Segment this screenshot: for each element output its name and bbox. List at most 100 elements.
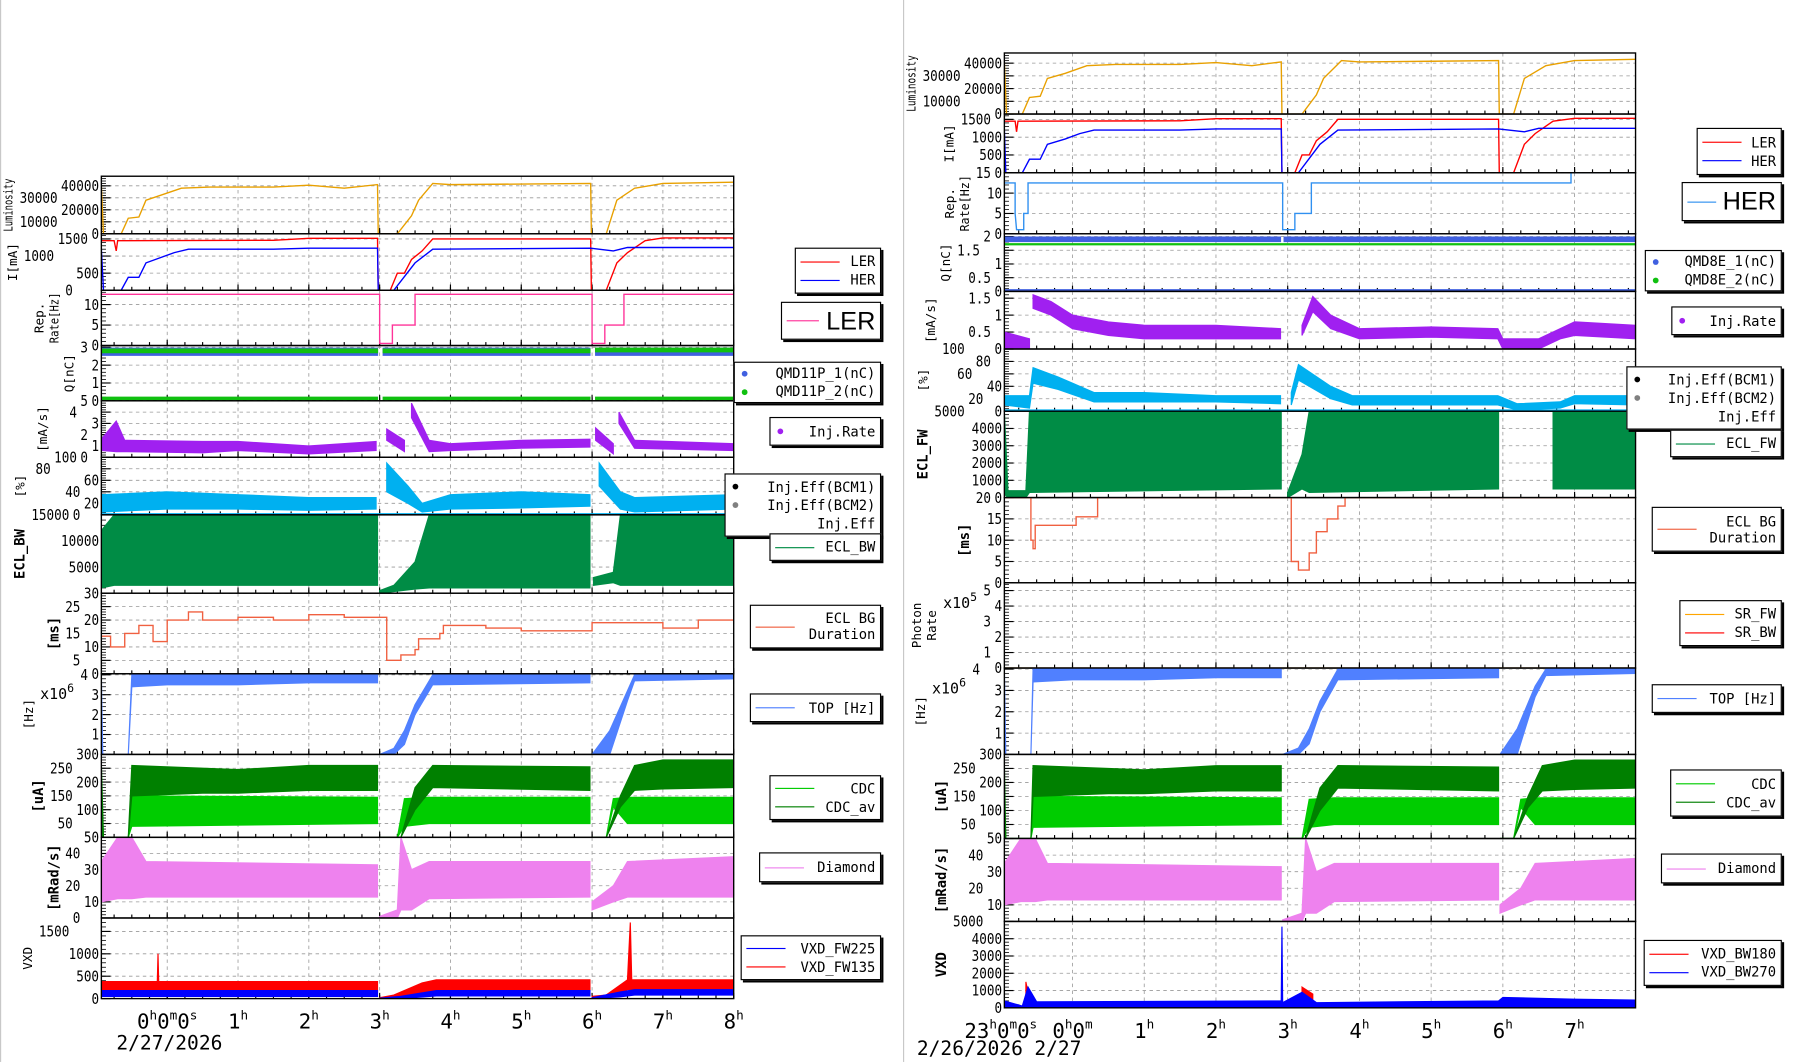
series-top-hz- [1004,668,1282,755]
y-tick-label: 1000 [24,247,54,265]
series-diamond [379,837,591,918]
legend-label: ECL BG Duration [808,610,876,643]
legend--ma-s-: Inj.Rate [769,416,882,446]
y-tick-label: 40 [987,377,1002,395]
series-top-hz- [1499,668,1636,755]
series-diamond [591,856,734,911]
y-tick-label: 4 [80,666,88,684]
y-tick-label: 15 [976,164,991,182]
legend-entry: LER [1702,133,1776,151]
series-inj-rate [595,426,614,456]
series-luminosity [1004,58,1636,115]
legend--ms-: ECL BG Duration [1651,506,1782,552]
series-ecl-bw [379,514,591,594]
chart-right: 400003000020000100000Luminosity150010005… [904,52,1637,1060]
y-tick-label: 0 [994,489,1002,507]
legend-label: LER [826,305,876,335]
legend-rep-rate-hz-: LER [780,301,882,340]
y-axis-title: VXD [934,952,950,977]
series-vxd-bw270 [1004,926,1636,1008]
marker-dot-icon [732,483,739,490]
series-cdc-av [1004,762,1282,839]
panel-frame [100,673,735,756]
legend--: Inj.Eff(BCM1) Inj.Eff(BCM2) Inj.Eff [1626,366,1782,430]
legend-label: VXD_BW180 [1701,945,1777,962]
legend-entry: ECL BG Duration [755,608,876,645]
panel-ecl-bw: 15000 10000 5000 ECL_BW [12,506,735,594]
chart-left: 400003000020000100000Luminosity150010005… [1,175,744,1054]
legend-label: Inj.Rate [808,423,876,440]
y-tick-label: 0.5 [968,269,991,287]
line-swatch-icon [775,787,815,789]
y-tick-label: 5 [983,582,991,600]
panel-frame [100,917,735,1000]
legend-ecl-bw: ECL_BW [769,533,882,561]
series-qmd11p-2-nc- [595,396,734,401]
y-tick-label: 10 [84,638,99,656]
series-inj-rate [410,402,591,453]
series-qmd8e-1-nc- [1283,236,1636,243]
legend-label: HER [1722,186,1777,216]
y-tick-label: 2 [91,706,99,724]
line-swatch-icon [775,546,815,548]
y-axis-title: Rate[Hz] [46,293,61,344]
legend-label: SR_FW [1734,605,1777,622]
y-tick-label: 5 [91,316,99,334]
y-tick-label: 1500 [58,230,88,248]
series-vxd-fw225 [379,989,591,999]
series-inj-rate [1004,331,1031,349]
legend-entry: Inj.Eff(BCM1) [1632,370,1776,388]
y-axis-title: [Hz] [21,699,36,729]
series-qmd11p-2-nc- [382,348,591,354]
y-tick-label: 30000 [20,189,58,207]
y-axis-title: ECL_FW [915,429,931,480]
y-axis-title: Luminosity [904,55,919,112]
series-qmd11p-2-nc- [382,396,591,401]
y-axis-title: Rate[Hz] [957,175,972,231]
legend--hz-: TOP [Hz] [1651,684,1782,713]
legend--ua-: CDC CDC_av [1670,769,1782,817]
y-tick-label: 1 [994,724,1002,742]
y-tick-label: 30 [84,584,99,602]
line-swatch-icon [1685,613,1725,615]
y-tick-label: 50 [961,816,976,834]
legend-entry: Inj.Rate [775,422,875,440]
y-tick-label: 0 [994,340,1002,358]
y-axis-title: [ms] [46,617,62,650]
series-qmd11p-2-nc- [595,347,734,353]
y-tick-label: 20 [968,879,983,897]
y-axis-title: [mA/s] [35,406,50,452]
y-tick-label: 40 [65,483,80,501]
marker-blank-icon [733,521,739,527]
y-tick-label: 3 [994,682,1002,700]
y-tick-label: 60 [84,471,99,489]
series-ecl-fw [1287,411,1500,498]
y-tick-label: 20000 [964,80,1002,98]
series-ler [1004,117,1636,173]
line-swatch-icon [764,866,804,868]
y-tick-label: 0 [994,283,1002,301]
y-axis-title: [%] [12,475,27,498]
marker-dot-icon [777,428,784,435]
y-tick-label: 300 [979,746,1002,764]
y-tick-label: 0 [91,337,99,355]
legend-entry: Inj.Eff [1632,407,1776,425]
y-tick-label: 5000 [69,558,99,576]
legend-label: CDC_av [825,798,876,815]
y-axis-title: [Hz] [913,696,928,726]
legend-i-ma-: LER HER [1696,127,1782,176]
y-axis-title: [mA/s] [923,297,938,343]
y-tick-label: 0.5 [968,323,991,341]
y-tick-label: 2 [983,228,991,246]
y-tick-label: 1000 [972,471,1002,489]
line-swatch-icon [775,806,815,808]
y-tick-label: 20 [976,489,991,507]
y-axis-exponent: x106 [40,681,74,703]
series-ecl-bg-duration [1004,497,1636,571]
legend-entry: SR_FW [1685,605,1776,623]
series-her [1004,127,1636,173]
y-axis-title: Rep. [31,303,46,333]
